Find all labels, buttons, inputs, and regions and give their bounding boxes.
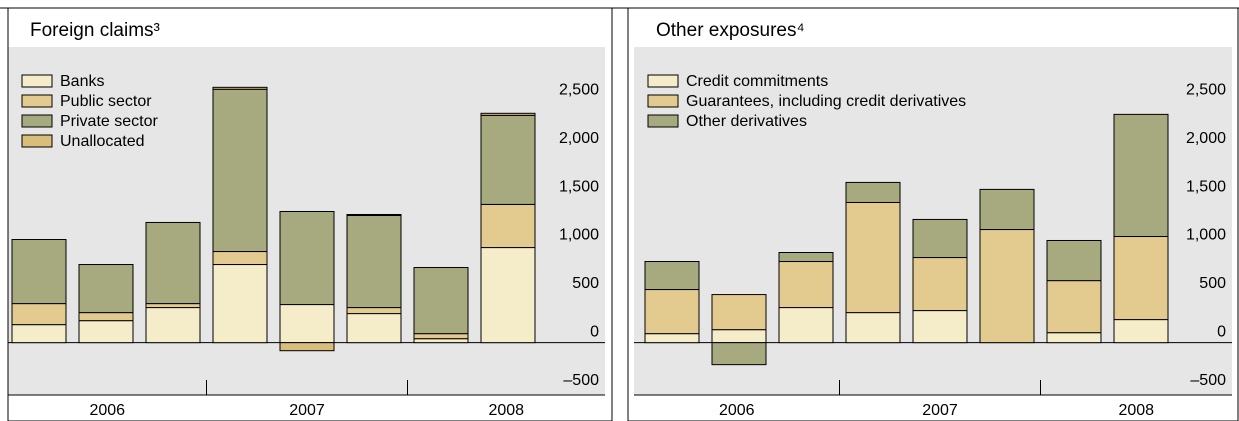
y-tick-label: 2,000 [1186,130,1226,147]
legend-swatch [647,94,679,108]
bar-segment [979,229,1035,344]
y-tick-label: 1,000 [559,227,599,244]
bar-segment [711,329,767,344]
legend-label: Public sector [60,93,152,110]
y-tick-label: 2,500 [559,81,599,98]
bar-segment [346,313,402,344]
bar-segment [912,257,968,312]
x-group-label: 2007 [289,402,325,419]
x-group-label: 2008 [1118,402,1154,419]
bar-segment [346,214,402,216]
x-group-label: 2007 [922,402,958,419]
chart-title: Foreign claims³ [30,20,160,41]
x-group-label: 2006 [719,402,755,419]
panel-border [7,7,613,421]
bar-segment [644,333,700,344]
legend-label: Credit commitments [686,73,828,90]
y-tick-label: –500 [1190,372,1226,389]
bar-segment [413,338,469,344]
legend-swatch [21,94,53,108]
bar-segment [212,86,268,90]
bar-segment [1046,332,1102,344]
y-tick-label: 0 [590,324,599,341]
bar-segment [279,304,335,344]
y-tick-label: 1,000 [1186,227,1226,244]
bar-segment [480,114,536,205]
bar-segment [1046,280,1102,334]
bar-segment [778,252,834,263]
bar-segment [644,289,700,335]
bar-segment [212,264,268,344]
bar-segment [11,303,67,326]
bar-segment [145,221,201,305]
bar-segment [78,320,134,344]
bar-segment [212,88,268,253]
bar-segment [212,251,268,266]
bar-segment [711,294,767,331]
bar-segment [11,324,67,344]
legend-label: Unallocated [60,133,145,150]
bar-segment [145,303,201,309]
y-tick-label: 1,500 [1186,178,1226,195]
bar-segment [912,310,968,344]
bar-segment [279,211,335,306]
bar-segment [1113,319,1169,344]
bar-segment [11,239,67,305]
bar-segment [644,261,700,291]
legend-label: Banks [60,73,104,90]
bar-segment [413,333,469,340]
y-tick-label: –500 [563,372,599,389]
bar-segment [845,181,901,203]
bar-segment [979,188,1035,231]
bar-segment [480,203,536,249]
bar-segment [480,247,536,344]
y-tick-label: 500 [1199,275,1226,292]
legend-label: Other derivatives [686,113,807,130]
legend-label: Guarantees, including credit derivatives [686,93,966,110]
bar-segment [845,201,901,314]
bar-segment [1046,239,1102,282]
bar-segment [78,312,134,322]
legend-swatch [21,114,53,128]
legend-swatch [647,74,679,88]
y-tick-label: 1,500 [559,178,599,195]
panel-border [627,7,1239,421]
x-group-label: 2008 [488,402,524,419]
legend-swatch [647,114,679,128]
legend-label: Private sector [60,113,158,130]
bar-segment [845,312,901,344]
bar-segment [778,307,834,344]
legend-swatch [21,74,53,88]
bar-segment [711,342,767,366]
legend-swatch [21,134,53,148]
bar-segment [279,342,335,352]
bar-segment [778,261,834,309]
bar-segment [78,264,134,314]
y-tick-label: 2,500 [1186,81,1226,98]
y-tick-label: 500 [572,275,599,292]
bar-segment [145,307,201,344]
bar-segment [413,267,469,335]
bar-segment [912,218,968,259]
bar-segment [346,214,402,309]
bar-segment [346,307,402,315]
x-group-label: 2006 [89,402,125,419]
bar-segment [480,112,536,116]
y-tick-label: 0 [1217,324,1226,341]
bar-segment [1113,113,1169,238]
chart-title: Other exposures⁴ [656,20,805,41]
y-tick-label: 2,000 [559,130,599,147]
bar-segment [1113,236,1169,321]
